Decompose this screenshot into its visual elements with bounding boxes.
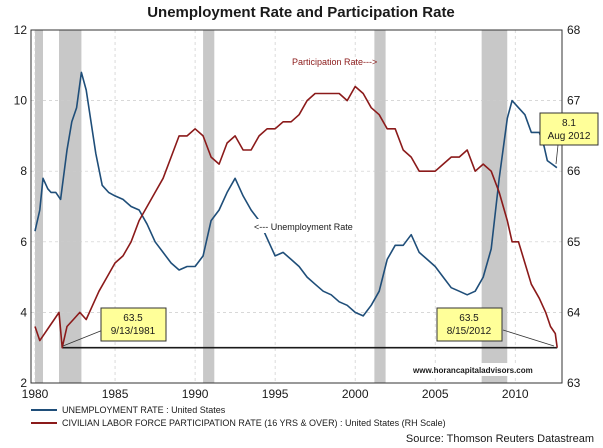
x-tick-label: 2000: [342, 387, 369, 401]
unemployment-annotation: <--- Unemployment Rate: [254, 222, 353, 232]
callout-aug2012-value: 8.1: [562, 118, 576, 129]
x-tick-label: 2010: [502, 387, 529, 401]
left-tick-label: 4: [20, 305, 27, 319]
recession-band: [35, 30, 44, 383]
x-axis-ticks: 1980 1985 1990 1995 2000 2005 2010: [22, 387, 529, 401]
callout-1981-box: [100, 307, 167, 342]
chart-title: Unemployment Rate and Participation Rate: [147, 4, 455, 21]
legend-label-participation: CIVILIAN LABOR FORCE PARTICIPATION RATE …: [62, 418, 446, 428]
callout-1981-value: 63.5: [123, 313, 143, 324]
right-tick-label: 66: [567, 164, 581, 178]
callout-2012-value: 63.5: [459, 313, 479, 324]
callout-aug2012-date: Aug 2012: [548, 131, 591, 142]
right-tick-label: 68: [567, 23, 581, 37]
callout-2012-date: 8/15/2012: [447, 326, 492, 337]
right-tick-label: 65: [567, 235, 581, 249]
callout-2012-pointer: [502, 329, 555, 347]
x-tick-label: 1990: [182, 387, 209, 401]
callout-aug2012-box: [539, 112, 599, 146]
left-tick-label: 12: [14, 23, 28, 37]
left-tick-label: 2: [20, 376, 27, 390]
right-tick-label: 67: [567, 94, 581, 108]
right-tick-label: 63: [567, 376, 581, 390]
recession-band: [59, 30, 82, 383]
left-axis-ticks: 2 4 6 8 10 12: [14, 23, 28, 390]
callout-1981-pointer: [62, 329, 104, 347]
recession-band: [203, 30, 215, 383]
callout-2012-box: [436, 307, 503, 342]
participation-rate-line: [34, 85, 558, 349]
x-tick-label: 2005: [422, 387, 449, 401]
plot-border: [30, 29, 563, 384]
recession-band: [374, 30, 386, 383]
callout-aug2012-pointer: [555, 144, 559, 165]
legend-label-unemployment: UNEMPLOYMENT RATE : United States: [62, 405, 226, 415]
website-bg: [410, 363, 558, 376]
left-tick-label: 8: [20, 164, 27, 178]
callout-1981-date: 9/13/1981: [111, 326, 156, 337]
unemployment-annotation-bg: [250, 219, 372, 233]
source-note: Source: Thomson Reuters Datastream: [406, 433, 594, 445]
right-axis-ticks: 63 64 65 66 67 68: [567, 23, 581, 390]
right-tick-label: 64: [567, 305, 581, 319]
left-tick-label: 6: [20, 235, 27, 249]
unemployment-rate-line: [34, 71, 558, 317]
x-tick-label: 1985: [102, 387, 129, 401]
x-tick-label: 1980: [22, 387, 49, 401]
left-tick-label: 10: [14, 94, 28, 108]
website-watermark: www.horancapitaladvisors.com: [412, 366, 533, 375]
x-tick-label: 1995: [262, 387, 289, 401]
participation-annotation: Participation Rate--->: [292, 57, 377, 67]
